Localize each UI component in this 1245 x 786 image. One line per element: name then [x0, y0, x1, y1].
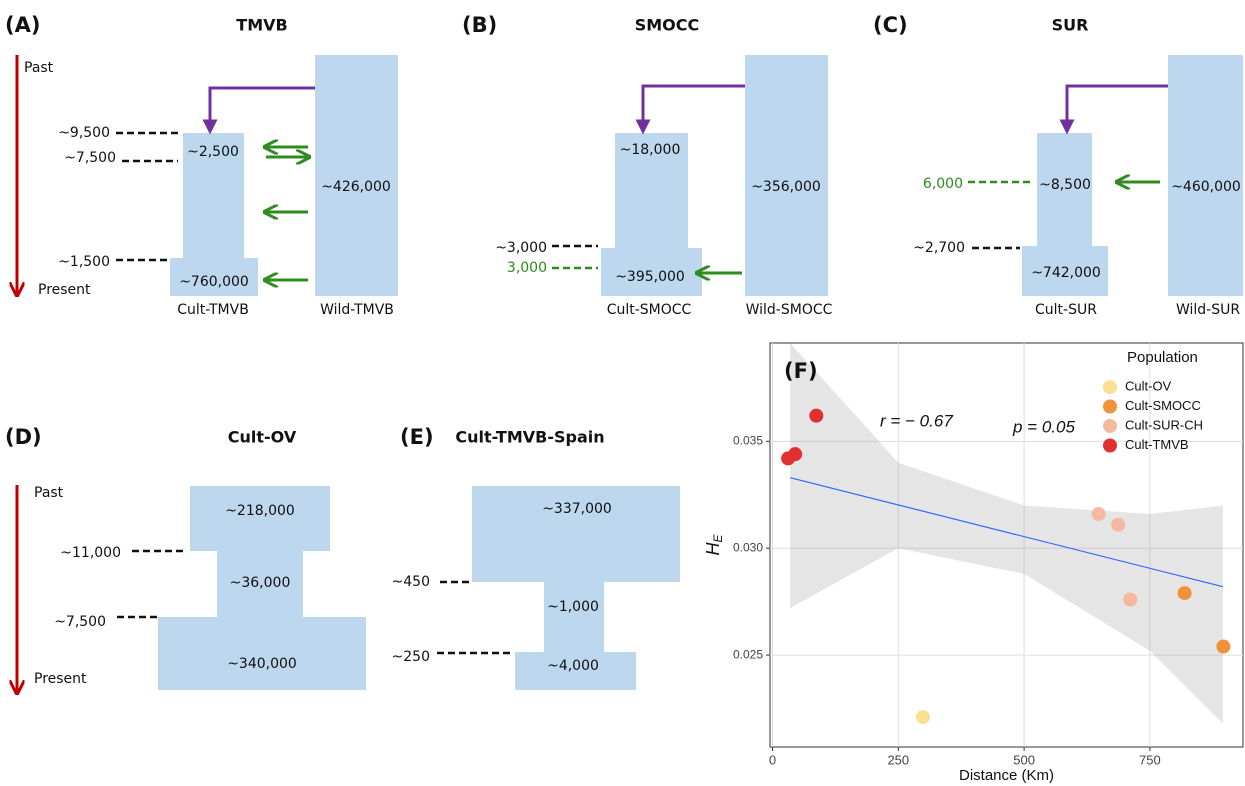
- annotation: r = − 0.67: [880, 411, 953, 430]
- founding-arrow: [202, 86, 315, 135]
- x-tick-label: 0: [769, 752, 776, 767]
- event-time: ~250: [392, 649, 430, 665]
- pop-size: ~4,000: [547, 658, 599, 674]
- legend-swatch: [1103, 438, 1117, 453]
- panel-b: (B) SMOCC ~3,000 3,000 ~18,000 ~395,000 …: [462, 13, 833, 318]
- pop-size: ~395,000: [615, 269, 685, 285]
- pop-size: ~218,000: [225, 503, 295, 519]
- legend-label: Cult-OV: [1125, 378, 1172, 393]
- legend-swatch: [1103, 380, 1117, 394]
- y-tick-label: 0.025: [733, 647, 763, 661]
- cult-block: [158, 486, 366, 690]
- panel-title: Cult-TMVB-Spain: [455, 428, 604, 447]
- pop-size: ~8,500: [1039, 177, 1091, 193]
- event-time: ~3,000: [495, 240, 547, 256]
- pop-size: ~2,500: [187, 144, 239, 160]
- point: [1111, 517, 1126, 532]
- panel-e: (E) Cult-TMVB-Spain ~450 ~250 ~337,000 ~…: [392, 425, 680, 690]
- panel-f: 0 250 500 750 0.025 0.030 0.035 (F) r = − 0.67 p …: [703, 342, 1244, 784]
- fit-line: [789, 477, 1224, 588]
- pop-name: Cult-TMVB: [177, 302, 249, 318]
- pop-name: Wild-SUR: [1176, 302, 1240, 318]
- panel-label: (F): [784, 359, 818, 383]
- panel-label: (D): [5, 425, 42, 449]
- point: [809, 408, 824, 423]
- wild-block: [745, 55, 828, 296]
- legend-label: Cult-TMVB: [1125, 437, 1189, 452]
- annotation: p = 0.05: [1012, 417, 1075, 436]
- wild-block: [315, 55, 398, 296]
- founding-arrow: [1059, 84, 1168, 135]
- pop-size: ~742,000: [1031, 265, 1101, 281]
- panel-d: (D) Cult-OV Past Present ~11,000 ~7,500 …: [5, 425, 366, 692]
- time-label: Present: [34, 671, 87, 687]
- point: [1091, 507, 1106, 522]
- pop-size: ~760,000: [179, 274, 249, 290]
- pop-size: ~18,000: [620, 142, 681, 158]
- panel-title: SUR: [1052, 16, 1089, 35]
- point: [1216, 639, 1231, 654]
- legend-swatch: [1103, 399, 1117, 414]
- panel-title: SMOCC: [635, 16, 700, 35]
- time-label: Past: [34, 485, 64, 501]
- time-label: Present: [38, 282, 91, 298]
- panel-c: (C) SUR 6,000 ~2,700 ~8,500 ~742,000 ~46…: [873, 13, 1243, 318]
- y-axis-label-sub: E: [711, 534, 725, 543]
- panel-label: (B): [462, 13, 497, 37]
- y-axis-label-main: H: [703, 542, 723, 556]
- event-time: ~7,500: [64, 150, 116, 166]
- panel-label: (E): [400, 425, 434, 449]
- pop-size: ~36,000: [230, 575, 291, 591]
- pop-size: ~1,000: [547, 599, 599, 615]
- plot-area: [769, 342, 1244, 748]
- founding-arrow: [635, 84, 745, 135]
- legend-label: Cult-SMOCC: [1125, 398, 1201, 413]
- pop-size: ~460,000: [1171, 179, 1241, 195]
- panel-title: TMVB: [236, 16, 287, 35]
- pop-size: ~340,000: [227, 656, 297, 672]
- point: [1123, 592, 1138, 607]
- legend-title: Population: [1127, 349, 1198, 366]
- pop-name: Wild-TMVB: [320, 302, 394, 318]
- x-axis-label: Distance (Km): [959, 767, 1054, 784]
- event-time: ~2,700: [913, 240, 965, 256]
- pop-name: Cult-SMOCC: [607, 302, 692, 318]
- event-time: 6,000: [923, 176, 963, 192]
- point: [1177, 586, 1192, 601]
- time-label: Past: [24, 60, 54, 76]
- event-time: ~1,500: [58, 254, 110, 270]
- y-tick-label: 0.035: [733, 433, 763, 447]
- event-time: 3,000: [507, 260, 547, 276]
- y-axis-label: HE: [703, 534, 725, 556]
- x-tick-label: 750: [1139, 752, 1161, 767]
- point: [915, 710, 930, 725]
- confidence-band: [790, 343, 1223, 724]
- event-time: ~9,500: [58, 125, 110, 141]
- cult-block: [601, 133, 702, 296]
- pop-size: ~426,000: [321, 179, 391, 195]
- panel-label: (A): [5, 13, 40, 37]
- legend-swatch: [1103, 419, 1117, 433]
- x-tick-label: 250: [887, 752, 909, 767]
- panel-title: Cult-OV: [228, 428, 297, 447]
- cult-block: [1022, 133, 1108, 296]
- event-time: ~11,000: [60, 545, 121, 561]
- panel-label: (C): [873, 13, 908, 37]
- legend-label: Cult-SUR-CH: [1125, 417, 1203, 432]
- y-tick-label: 0.030: [733, 540, 763, 554]
- cult-block: [170, 133, 258, 296]
- point: [781, 451, 796, 466]
- pop-name: Cult-SUR: [1035, 302, 1097, 318]
- pop-name: Wild-SMOCC: [746, 302, 833, 318]
- x-tick-label: 500: [1013, 752, 1035, 767]
- wild-block: [1168, 55, 1243, 296]
- pop-size: ~337,000: [542, 501, 612, 517]
- panel-a: (A) TMVB Past Present ~9,500 ~7,500 ~1,5…: [5, 13, 398, 318]
- event-time: ~450: [392, 574, 430, 590]
- event-time: ~7,500: [54, 614, 106, 630]
- cult-block: [472, 486, 680, 690]
- pop-size: ~356,000: [751, 179, 821, 195]
